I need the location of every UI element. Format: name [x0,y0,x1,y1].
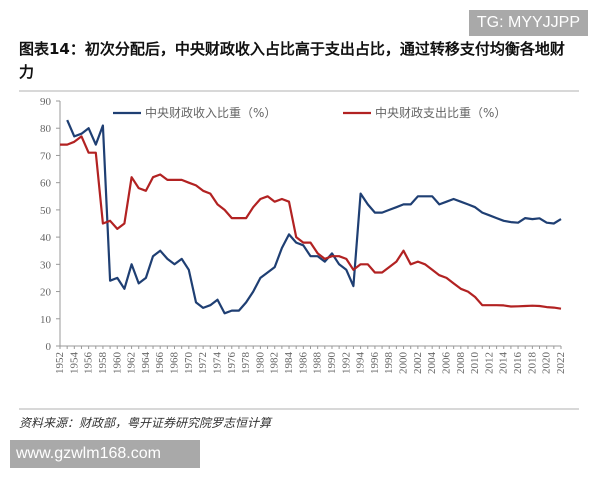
x-tick-label: 2014 [498,352,510,375]
x-tick-label: 1970 [183,352,195,375]
y-tick-label: 60 [40,178,52,190]
x-tick-label: 1952 [54,352,66,374]
x-tick-label: 2002 [412,352,424,374]
series-line-1 [60,135,562,310]
x-tick-label: 1978 [240,352,252,375]
x-tick-label: 1960 [111,352,123,375]
y-tick-label: 50 [40,205,52,217]
source-note: 资料来源：财政部，粤开证券研究院罗志恒计算 [19,416,272,430]
x-tick-label: 2006 [440,352,452,375]
x-tick-label: 1998 [383,352,395,375]
x-tick-label: 1968 [169,352,181,375]
y-tick-label: 30 [40,259,52,271]
x-tick-label: 1962 [126,352,138,374]
x-tick-label: 1982 [269,352,281,374]
x-tick-label: 2020 [541,352,553,375]
y-tick-label: 40 [40,232,52,244]
y-tick-label: 70 [40,150,52,162]
x-tick-label: 2022 [555,352,567,374]
x-tick-label: 2010 [469,352,481,375]
x-tick-label: 1984 [283,352,295,375]
x-tick-label: 1994 [355,352,367,375]
x-tick-label: 1972 [197,352,209,374]
x-tick-label: 1992 [340,352,352,374]
watermark-top: TG: MYYJJPP [468,10,588,36]
x-tick-label: 1966 [154,352,166,375]
x-tick-label: 1980 [254,352,266,375]
x-tick-label: 1996 [369,352,381,375]
x-tick-label: 2004 [426,352,438,375]
x-tick-label: 1964 [140,352,152,375]
title-divider [19,90,579,92]
y-tick-label: 80 [40,123,52,135]
legend-label-0: 中央财政收入比重（%） [145,105,276,120]
x-tick-label: 2018 [526,352,538,375]
x-tick-label: 2016 [512,352,524,375]
x-tick-label: 2008 [455,352,467,375]
y-tick-label: 20 [40,287,52,299]
source-divider [19,408,579,410]
x-tick-label: 1974 [211,352,223,375]
x-tick-label: 1958 [97,352,109,375]
chart-title: 图表14：初次分配后，中央财政收入占比高于支出占比，通过转移支付均衡各地财力 [19,40,565,81]
x-tick-label: 1954 [68,352,80,375]
y-tick-label: 10 [40,314,52,326]
legend-label-1: 中央财政支出比重（%） [375,105,506,120]
x-tick-label: 1990 [326,352,338,375]
x-tick-label: 1976 [226,352,238,375]
y-tick-label: 0 [46,341,52,353]
series-line-0 [66,119,562,315]
y-tick-label: 90 [40,96,52,108]
x-tick-label: 2000 [398,352,410,375]
x-tick-label: 2012 [483,352,495,374]
watermark-bottom: www.gzwlm168.com [10,440,200,468]
x-tick-label: 1956 [83,352,95,375]
x-tick-label: 1986 [297,352,309,375]
x-tick-label: 1988 [312,352,324,375]
